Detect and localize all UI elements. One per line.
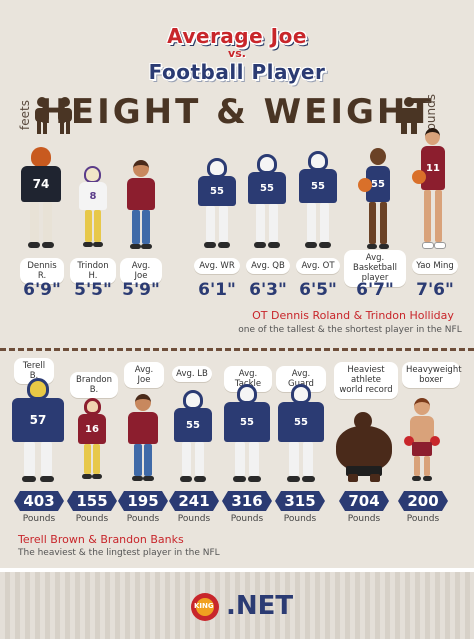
weight-heaviest-athlete: 704 [339, 491, 389, 511]
label-avg-joe-weight: Avg. Joe [124, 362, 164, 389]
weight-brandon-b: 155 [67, 491, 117, 511]
weight-unit: Pounds [22, 514, 56, 524]
weight-terell-b: 403 [14, 491, 64, 511]
label-avg-qb: Avg. QB [246, 258, 290, 275]
boxing-glove-icon [430, 436, 440, 446]
height-trindon-h: 5'5" [74, 280, 112, 300]
title-vs: vs. [228, 47, 246, 60]
weight-avg-lb: 241 [169, 491, 219, 511]
weight-unit: Pounds [126, 514, 160, 524]
height-avg-joe: 5'9" [122, 280, 160, 300]
label-avg-basketball: Avg. Basketball player [344, 250, 406, 287]
figure-avg-guard: 55 [278, 384, 324, 484]
basketball-icon [412, 170, 426, 184]
section-divider [0, 348, 474, 351]
label-heaviest-athlete: Heaviest athlete world record [334, 362, 398, 399]
weight-unit: Pounds [283, 514, 317, 524]
weight-avg-guard: 315 [275, 491, 325, 511]
height-note-title: OT Dennis Roland & Trindon Holliday [252, 309, 454, 322]
height-avg-ot: 6'5" [299, 280, 337, 300]
label-avg-joe: Avg. Joe [120, 258, 162, 285]
weight-unit: Pounds [177, 514, 211, 524]
weight-unit: Pounds [230, 514, 264, 524]
figure-terell-b: 57 [12, 378, 64, 484]
weight-unit: Pounds [347, 514, 381, 524]
height-note-subtitle: one of the tallest & the shortest player… [238, 325, 462, 335]
figure-yao-ming: 11 [412, 128, 452, 252]
weight-note-title: Terell Brown & Brandon Banks [18, 533, 184, 546]
figure-heaviest-athlete [334, 412, 394, 484]
boxing-glove-icon [404, 436, 414, 446]
label-dennis-r: Dennis R. [20, 258, 64, 285]
label-avg-ot: Avg. OT [296, 258, 340, 275]
logo-text: .NET [226, 591, 294, 621]
label-avg-lb: Avg. LB [172, 366, 212, 383]
weight-avg-tackle: 316 [222, 491, 272, 511]
label-heavyweight-boxer: Heavyweight boxer [402, 362, 462, 389]
logo-badge-text: KING [194, 602, 214, 610]
figure-avg-ot: 55 [297, 151, 339, 252]
figure-avg-joe-height [124, 160, 158, 252]
height-unit-label: feets [18, 100, 32, 130]
label-trindon-h: Trindon H. [70, 258, 116, 285]
height-avg-basketball: 6'7" [356, 280, 394, 300]
weight-unit: Pounds [75, 514, 109, 524]
heavy-silhouette-icon [397, 97, 421, 134]
height-dennis-r: 6'9" [23, 280, 61, 300]
figure-avg-basketball-player: 55 [358, 148, 398, 252]
height-yao-ming: 7'6" [416, 280, 454, 300]
logo-icon [191, 593, 219, 621]
weight-unit: Pounds [406, 514, 440, 524]
figure-avg-joe-weight [126, 394, 160, 484]
height-avg-qb: 6'3" [249, 280, 287, 300]
figure-avg-qb: 55 [246, 154, 288, 252]
figure-avg-lb: 55 [172, 390, 214, 484]
figure-avg-wr: 55 [196, 158, 238, 252]
figure-trindon-h: 8 [76, 166, 110, 252]
title-football-player: Football Player [148, 60, 326, 84]
site-logo[interactable]: KING .NET [188, 590, 298, 624]
figure-heavyweight-boxer [404, 398, 440, 484]
height-avg-wr: 6'1" [198, 280, 236, 300]
figure-dennis-r: 74 [18, 147, 64, 251]
figure-avg-tackle: 55 [224, 384, 270, 484]
label-brandon-b: Brandon B. [70, 372, 118, 399]
footer [0, 568, 474, 639]
label-yao-ming: Yao Ming [412, 258, 458, 275]
weight-note-subtitle: The heaviest & the lingtest player in th… [18, 548, 220, 558]
main-title: HEIGHT & WEIGHT [39, 92, 435, 132]
figure-brandon-b: 16 [76, 398, 108, 484]
weight-avg-joe: 195 [118, 491, 168, 511]
small-silhouettes-icon [35, 97, 72, 134]
title-average-joe: Average Joe [167, 24, 307, 48]
label-avg-wr: Avg. WR [194, 258, 240, 275]
weight-heavyweight-boxer: 200 [398, 491, 448, 511]
basketball-icon [358, 178, 372, 192]
